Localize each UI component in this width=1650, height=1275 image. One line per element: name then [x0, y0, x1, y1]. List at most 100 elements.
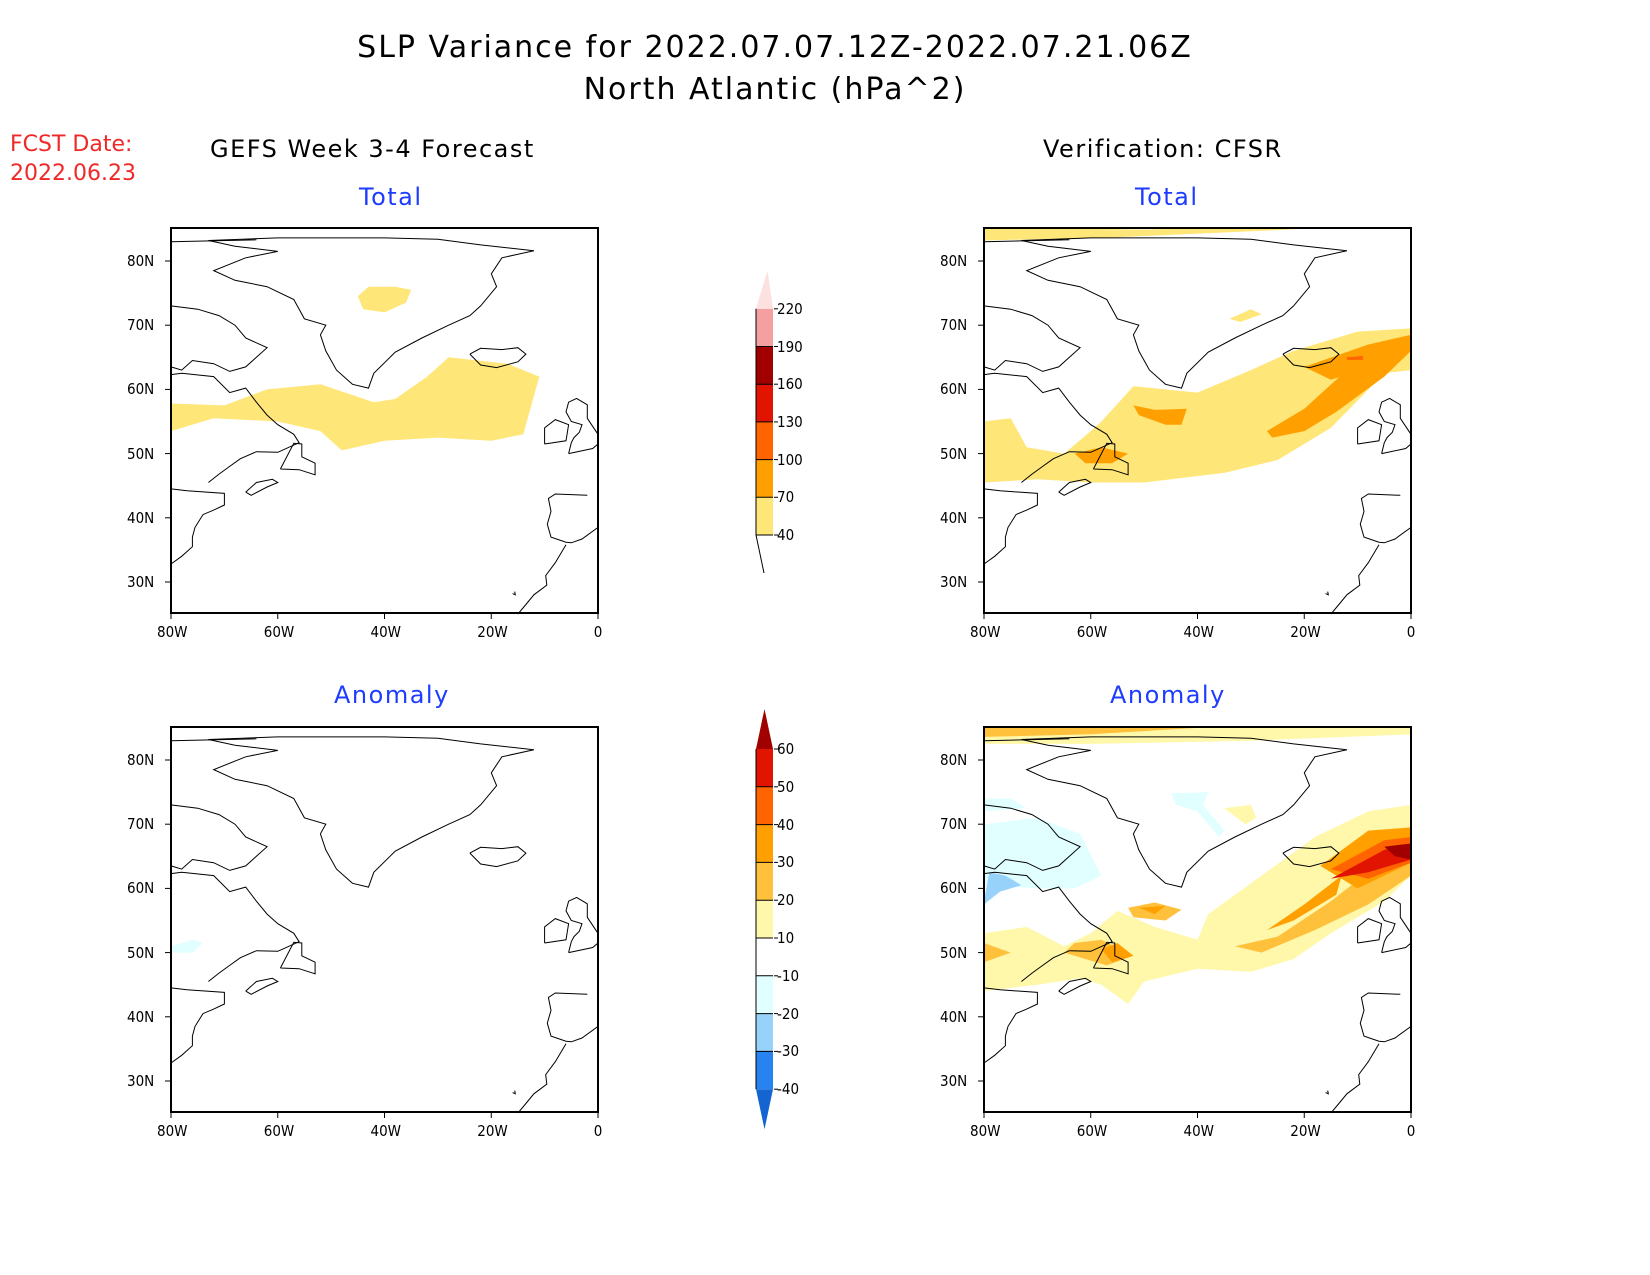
x-tick-label: 20W: [477, 623, 508, 641]
coastline-nova-scotia: [1058, 977, 1092, 995]
panel-subtitle-forecast-anomaly: Anomaly: [334, 681, 450, 709]
coastline-labrador: [983, 372, 1113, 483]
y-tick-label: 70N: [127, 815, 155, 834]
column-title-verification: Verification: CFSR: [1043, 135, 1283, 163]
coastline-africa: [517, 544, 567, 615]
coastline-ireland: [1357, 419, 1383, 445]
coastline-britain: [565, 896, 599, 954]
colorbar-tick-label: 30: [777, 853, 795, 872]
coastline-newfoundland: [279, 442, 316, 476]
colorbar-segment: [756, 975, 773, 1014]
colorbar-tick-label: 40: [777, 526, 795, 544]
coastline-canaries: [512, 1090, 516, 1095]
colorbar-segment: [756, 824, 773, 863]
colorbar-tick-label: 40: [777, 815, 795, 834]
colorbar-segment: [756, 862, 773, 901]
coastline-ellesmere: [983, 239, 1070, 243]
colorbar-tick-label: 220: [777, 299, 803, 318]
x-tick-label: 0: [1406, 623, 1416, 641]
y-tick-label: 80N: [127, 252, 155, 270]
coastline-labrador: [170, 871, 300, 982]
contour-20-30: [984, 943, 1011, 963]
y-tick-label: 60N: [127, 879, 155, 898]
coastline-africa: [1330, 544, 1380, 615]
x-tick-label: 80W: [970, 623, 1001, 641]
coastline-nova-scotia: [1058, 478, 1092, 496]
contour-neg10-neg20: [171, 939, 203, 953]
coastline-us-east: [170, 488, 225, 565]
coastline-ellesmere: [983, 738, 1070, 742]
colorbar-segment: [756, 497, 773, 535]
x-tick-label: 20W: [1290, 1122, 1321, 1140]
colorbar-tick-label: 50: [777, 777, 795, 796]
coastline-iceland: [1282, 846, 1340, 868]
coastlines: [170, 736, 599, 1114]
map-verification-total: [978, 227, 1412, 619]
contour-40-70: [984, 328, 1411, 483]
colorbar-below-triangle: [755, 534, 765, 574]
colorbar-tick-label: -40: [777, 1080, 800, 1099]
map-forecast-total: [165, 227, 599, 619]
contour-neg10-neg20: [984, 817, 1102, 889]
colorbar-segment: [756, 749, 773, 787]
y-tick-label: 50N: [940, 943, 968, 962]
x-tick-label: 80W: [970, 1122, 1001, 1140]
coastlines: [170, 237, 599, 615]
colorbar-tick-label: -10: [777, 966, 800, 985]
map-forecast-anomaly: [165, 726, 599, 1118]
colorbar-tick-label: 100: [777, 450, 803, 469]
coastline-iceland: [1282, 347, 1340, 369]
colorbar-segment: [756, 346, 773, 385]
coastline-ireland: [544, 918, 570, 944]
x-tick-label: 0: [593, 623, 603, 641]
colorbar-segment: [756, 1013, 773, 1052]
coastline-canaries: [512, 591, 516, 596]
coastline-iberia: [546, 992, 599, 1043]
fcst-date-block: FCST Date: 2022.06.23: [10, 130, 136, 188]
coastlines: [983, 736, 1412, 1114]
contour-40-70: [984, 228, 1305, 241]
coastline-newfoundland: [1092, 442, 1129, 476]
coastline-baffin: [983, 804, 1082, 871]
coastline-us-east: [170, 987, 225, 1064]
y-tick-label: 40N: [127, 1007, 155, 1026]
y-tick-label: 30N: [940, 573, 968, 591]
contour-10-20: [1224, 804, 1257, 825]
colorbar-segment: [756, 1051, 773, 1090]
y-tick-label: 50N: [127, 943, 155, 962]
x-tick-label: 80W: [157, 623, 188, 641]
contour-30-40: [1138, 905, 1166, 915]
x-tick-label: 40W: [370, 623, 402, 641]
contour-70-100: [1133, 405, 1187, 425]
coastline-us-east: [983, 488, 1038, 565]
coastline-canaries: [1325, 591, 1329, 596]
coastline-africa: [517, 1043, 567, 1114]
coastline-labrador: [170, 372, 300, 483]
colorbar-tick-label: 10: [777, 929, 795, 947]
y-tick-label: 30N: [127, 573, 155, 591]
coastline-iberia: [546, 493, 599, 544]
y-tick-label: 80N: [940, 252, 968, 270]
y-tick-label: 70N: [127, 316, 155, 335]
x-tick-label: 60W: [1076, 1122, 1108, 1140]
coastline-iberia: [1359, 493, 1412, 544]
x-tick-label: 40W: [1183, 623, 1215, 641]
colorbar-segment: [756, 459, 773, 498]
x-tick-label: 40W: [1183, 1122, 1215, 1140]
fcst-date-value: 2022.06.23: [10, 161, 136, 186]
contour-40-70: [171, 357, 540, 451]
y-tick-label: 40N: [940, 1007, 968, 1026]
coastline-britain: [565, 397, 599, 455]
coastline-us-east: [983, 987, 1038, 1064]
colorbar-segment: [756, 938, 773, 976]
colorbar-segment: [756, 308, 773, 347]
colorbar-tick-label: 70: [777, 488, 795, 507]
x-tick-label: 60W: [263, 1122, 295, 1140]
contour-40-70: [1229, 309, 1262, 322]
y-tick-label: 30N: [940, 1072, 968, 1090]
colorbar-tick-label: 20: [777, 891, 795, 910]
coastline-greenland: [208, 736, 535, 888]
coastline-baffin: [170, 305, 269, 372]
coastline-canaries: [1325, 1090, 1329, 1095]
colorbar-segment: [756, 421, 773, 460]
